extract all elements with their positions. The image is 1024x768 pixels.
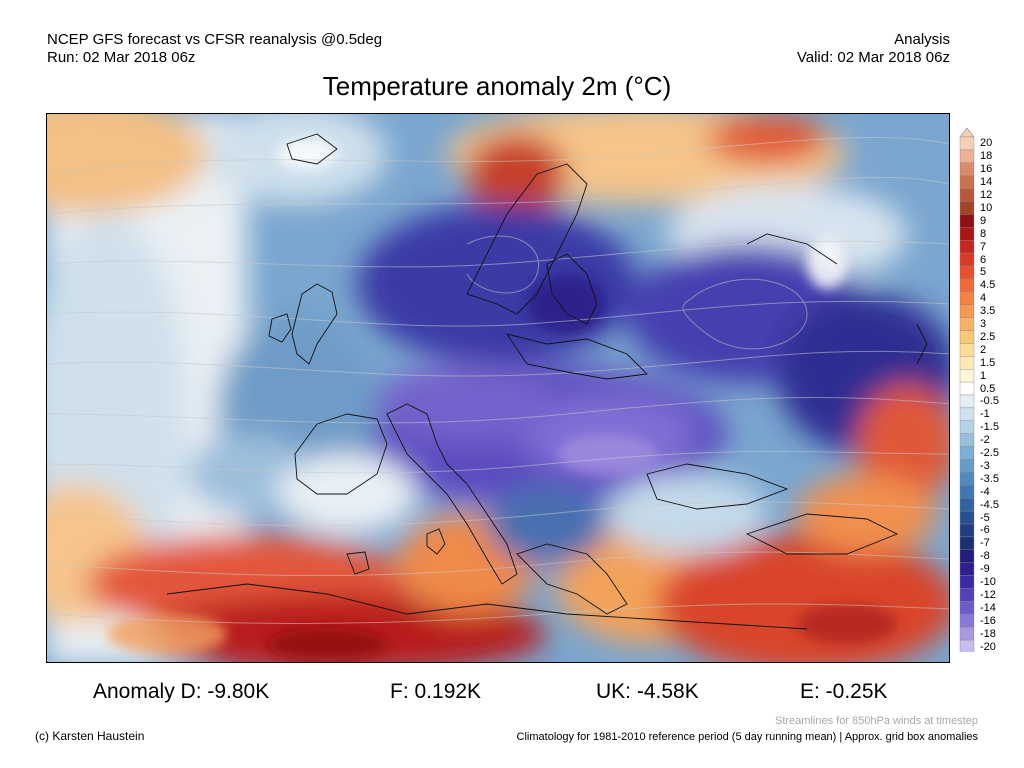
legend-label: 20 xyxy=(980,137,993,150)
legend-label: -0.5 xyxy=(980,395,999,408)
legend-label: -8 xyxy=(980,550,990,563)
legend-swatch xyxy=(959,291,975,305)
legend-label: 4.5 xyxy=(980,279,996,292)
legend-label: -9 xyxy=(980,563,990,576)
legend-swatch xyxy=(959,265,975,280)
legend-swatch xyxy=(959,162,975,176)
legend-swatch xyxy=(959,523,975,538)
map-title: Temperature anomaly 2m (°C) xyxy=(322,71,672,101)
legend-label: 14 xyxy=(980,176,993,189)
copyright: (c) Karsten Haustein xyxy=(35,729,145,743)
legend-label: 0.5 xyxy=(980,382,996,395)
legend-label: -5 xyxy=(980,511,990,524)
legend-label: 1.5 xyxy=(980,356,996,369)
header-right: Analysis Valid: 02 Mar 2018 06z xyxy=(797,31,950,67)
legend-label: 18 xyxy=(980,150,993,163)
run-time: Run: 02 Mar 2018 06z xyxy=(47,49,196,66)
legend-label: -3 xyxy=(980,459,990,472)
legend-label: -6 xyxy=(980,524,990,537)
streamline-note: Streamlines for 850hPa winds at timestep xyxy=(775,715,978,727)
legend-label: 16 xyxy=(980,163,993,176)
legend-label: -12 xyxy=(980,588,996,601)
stat-germany: Anomaly D: -9.80K xyxy=(93,680,270,703)
legend-swatch xyxy=(959,227,975,241)
legend-swatch xyxy=(959,459,975,473)
legend-label: -2 xyxy=(980,434,990,447)
legend-label: 6 xyxy=(980,253,987,266)
legend-swatch xyxy=(959,536,975,550)
legend-swatch xyxy=(959,394,975,409)
legend-label: -20 xyxy=(980,640,996,653)
legend-label: 9 xyxy=(980,214,987,227)
legend-label: 2.5 xyxy=(980,330,996,343)
legend-label: -4.5 xyxy=(980,498,999,511)
legend-label: -1 xyxy=(980,408,990,421)
legend-swatch xyxy=(959,498,975,512)
legend-swatch xyxy=(959,136,975,151)
legend-swatch xyxy=(959,562,975,576)
legend-label: -4 xyxy=(980,485,990,498)
legend-swatch xyxy=(959,614,975,628)
legend-label: -14 xyxy=(980,601,996,614)
legend-label: 4 xyxy=(980,292,987,305)
stat-france: F: 0.192K xyxy=(390,680,482,703)
legend-label: 1 xyxy=(980,369,987,382)
legend-arrow-top xyxy=(959,127,975,138)
legend-label: -16 xyxy=(980,614,996,627)
valid-time: Valid: 02 Mar 2018 06z xyxy=(796,49,950,66)
legend-swatch xyxy=(959,485,975,499)
anomaly-map xyxy=(46,113,950,663)
legend-label: -18 xyxy=(980,627,996,640)
legend-swatch xyxy=(959,420,975,434)
legend-label: -7 xyxy=(980,537,990,550)
stat-uk: UK: -4.58K xyxy=(596,680,699,703)
legend-label: 3 xyxy=(980,318,987,331)
climatology-note: Climatology for 1981-2010 reference peri… xyxy=(516,731,978,743)
legend-swatch xyxy=(959,575,975,589)
legend-swatch xyxy=(959,239,975,254)
legend-swatch xyxy=(959,549,975,563)
legend-colorbar xyxy=(959,127,975,663)
legend-swatch xyxy=(959,149,975,163)
legend-label: 3.5 xyxy=(980,305,996,318)
legend-label: 10 xyxy=(980,201,993,214)
legend-swatch xyxy=(959,343,975,357)
legend-swatch xyxy=(959,252,975,267)
legend-swatch xyxy=(959,472,975,486)
legend-swatch xyxy=(959,588,975,602)
legend-swatch xyxy=(959,368,975,383)
legend-swatch xyxy=(959,201,975,215)
legend-label: 12 xyxy=(980,189,993,202)
color-legend xyxy=(958,127,1024,663)
legend-swatch xyxy=(959,278,975,292)
legend-swatch xyxy=(959,381,975,396)
legend-swatch xyxy=(959,627,975,641)
legend-swatch xyxy=(959,639,975,654)
legend-swatch xyxy=(959,304,975,318)
legend-label: -2.5 xyxy=(980,447,999,460)
legend-swatch xyxy=(959,330,975,344)
legend-label: 8 xyxy=(980,227,987,240)
legend-swatch xyxy=(959,175,975,189)
legend-swatch xyxy=(959,407,975,421)
legend-label: 5 xyxy=(980,266,987,279)
legend-swatch xyxy=(959,214,975,228)
legend-swatch xyxy=(959,188,975,202)
legend-swatch xyxy=(959,601,975,615)
header-left: NCEP GFS forecast vs CFSR reanalysis @0.… xyxy=(47,31,382,67)
product-type: Analysis xyxy=(894,31,950,48)
legend-swatch xyxy=(959,446,975,460)
model-title: NCEP GFS forecast vs CFSR reanalysis @0.… xyxy=(47,31,383,48)
legend-swatch xyxy=(959,510,975,525)
anomaly-stats: Anomaly D: -9.80K F: 0.192K UK: -4.58K E… xyxy=(0,680,1024,706)
legend-label: 2 xyxy=(980,343,987,356)
legend-swatch xyxy=(959,317,975,331)
legend-label: -1.5 xyxy=(980,421,999,434)
legend-swatch xyxy=(959,356,975,370)
legend-label: 7 xyxy=(980,240,987,253)
legend-label: -3.5 xyxy=(980,472,999,485)
legend-swatch xyxy=(959,433,975,447)
stat-england: E: -0.25K xyxy=(800,680,888,703)
legend-label: -10 xyxy=(980,576,996,589)
